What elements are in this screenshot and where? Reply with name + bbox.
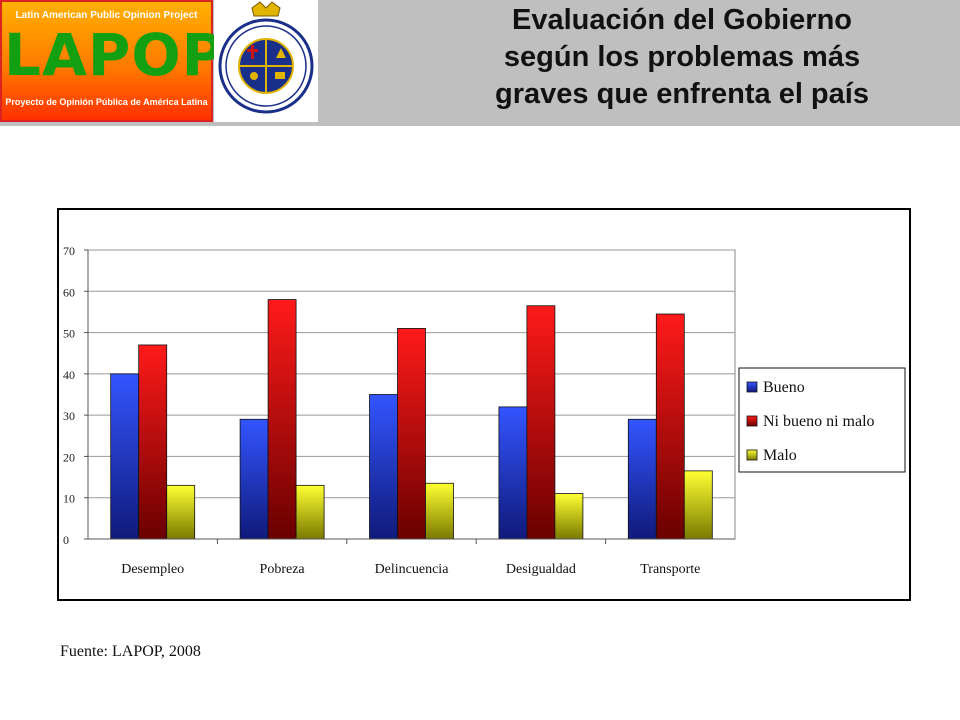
x-tick-label: Desigualdad	[506, 562, 576, 577]
source-note: Fuente: LAPOP, 2008	[60, 643, 201, 660]
bar-ni-bueno-ni-malo	[138, 344, 168, 540]
y-tick-label: 60	[63, 285, 75, 299]
y-tick-label: 10	[63, 492, 75, 506]
university-seal	[214, 0, 318, 122]
legend-label: Bueno	[763, 379, 805, 396]
lapop-logo: Latin American Public Opinion Project LA…	[0, 0, 224, 122]
legend-label: Malo	[763, 447, 797, 464]
bar-ni-bueno-ni-malo	[267, 299, 297, 540]
page-title: Evaluación del Gobierno según los proble…	[422, 2, 942, 113]
bar-malo	[425, 482, 454, 540]
bar-bueno	[498, 406, 528, 540]
legend-box	[738, 367, 906, 473]
logo-wordmark: LAPOP	[4, 21, 226, 89]
bar-bueno	[110, 373, 140, 540]
logo-bottom-text: Proyecto de Opinión Pública de América L…	[5, 97, 208, 107]
logo-top-text: Latin American Public Opinion Project	[15, 10, 198, 21]
bar-malo	[554, 493, 584, 540]
y-tick-label: 70	[63, 244, 75, 258]
x-tick-label: Desempleo	[121, 562, 184, 577]
title-line: Evaluación del Gobierno	[511, 4, 852, 36]
bar-bueno	[239, 418, 269, 540]
y-tick-label: 0	[63, 533, 69, 547]
title-line: graves que enfrenta el país	[495, 78, 869, 110]
bar-ni-bueno-ni-malo	[655, 313, 685, 540]
legend-swatch	[746, 381, 758, 393]
bar-malo	[683, 470, 713, 540]
y-tick-label: 40	[63, 368, 75, 382]
title-line: según los problemas más	[503, 41, 861, 73]
bar-bueno	[627, 418, 657, 540]
legend-label: Ni bueno ni malo	[763, 413, 875, 430]
bar-bueno	[369, 394, 398, 540]
bar-malo	[295, 484, 325, 540]
x-tick-label: Transporte	[640, 562, 700, 577]
bar-chart: 0 10 20 30 40 50 60 70 Desempleo Pobreza Delincuen…	[63, 244, 906, 577]
bar-ni-bueno-ni-malo	[526, 305, 556, 540]
legend-swatch	[746, 449, 758, 461]
bar-ni-bueno-ni-malo	[397, 328, 426, 540]
x-tick-label: Delincuencia	[375, 562, 450, 577]
header-bar: Latin American Public Opinion Project LA…	[0, 0, 960, 126]
legend-swatch	[746, 415, 758, 427]
x-tick-label: Pobreza	[260, 562, 306, 577]
y-tick-label: 20	[63, 450, 75, 464]
y-tick-label: 30	[63, 409, 75, 423]
bar-malo	[166, 484, 196, 540]
y-tick-label: 50	[63, 327, 75, 341]
seal-icon	[218, 1, 314, 114]
chart-container: 0 10 20 30 40 50 60 70 Desempleo Pobreza Delincuen…	[57, 208, 911, 601]
